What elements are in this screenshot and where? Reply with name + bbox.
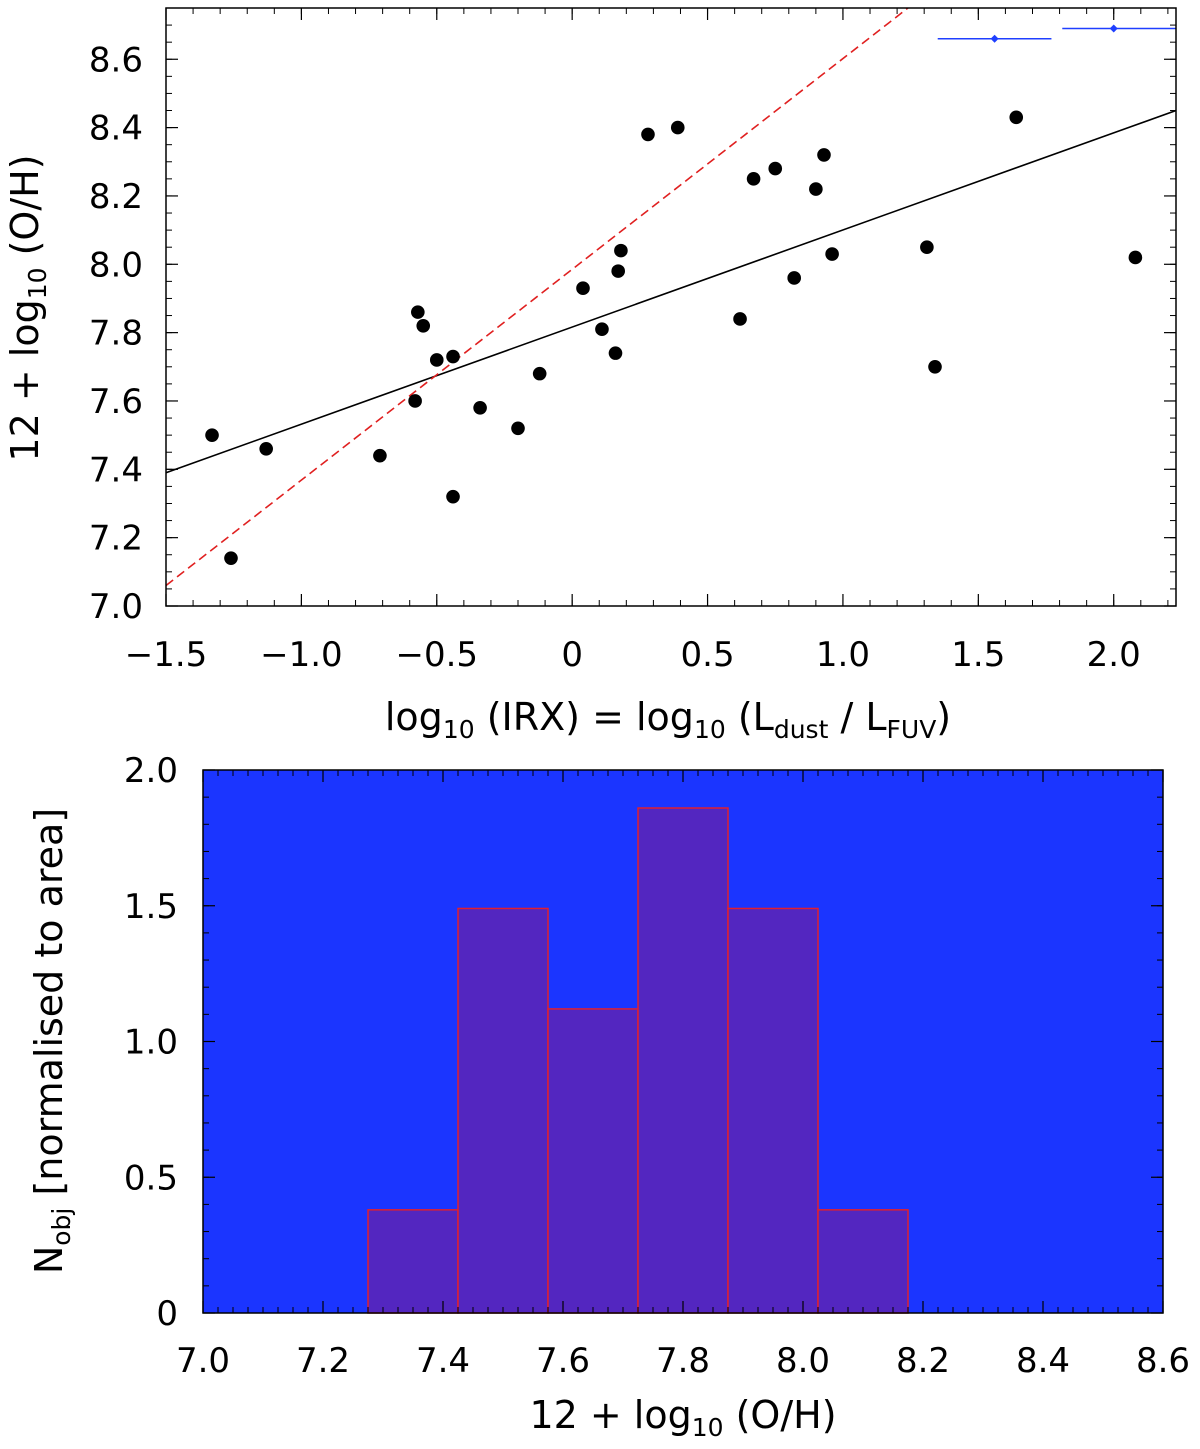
x-tick-label: −1.0: [260, 635, 343, 675]
x-tick-label: 7.6: [536, 1341, 590, 1381]
fit-lines: [166, 8, 1176, 587]
scatter-point: [595, 322, 609, 337]
scatter-point: [817, 148, 831, 162]
y-tick-label: 7.4: [89, 450, 143, 490]
y-tick-label: 0: [156, 1294, 178, 1334]
error-bar-marker: [990, 34, 999, 43]
histogram-ticks: 7.0 7.2 7.4 7.6 7.8 8.0 8.2 8.4 8.6 0 0.5 1.0 1.5 2.0: [124, 751, 1190, 1381]
scatter-point: [733, 312, 747, 326]
histogram-y-axis-label: Nobj [normalised to area]: [27, 808, 76, 1274]
histogram-panel: 7.0 7.2 7.4 7.6 7.8 8.0 8.2 8.4 8.6 0 0.5 1.0 1.5 2.0…: [27, 751, 1190, 1442]
y-tick-label: 8.0: [89, 245, 143, 285]
y-tick-label: 8.2: [89, 177, 143, 217]
histogram-bar: [457, 907, 549, 1314]
scatter-point: [611, 264, 625, 278]
x-tick-label: 7.0: [176, 1341, 230, 1381]
scatter-point: [787, 271, 802, 285]
scatter-ticks: −1.5 −1.0 −0.5 0 0.5 1.0 1.5 2.0 7.0 7.2 7.4 7.6 7.8…: [89, 7, 1176, 675]
scatter-point: [416, 318, 431, 333]
x-tick-label: 8.0: [776, 1341, 830, 1381]
scatter-point: [576, 281, 590, 296]
scatter-point: [224, 551, 238, 565]
scatter-point: [259, 442, 273, 456]
x-tick-label: −0.5: [395, 635, 478, 675]
error-bar: [1062, 24, 1176, 33]
histogram-bar: [367, 1209, 459, 1314]
scatter-point: [473, 401, 487, 415]
scatter-point: [825, 247, 839, 261]
y-tick-label: 1.0: [124, 1023, 178, 1063]
scatter-points: [205, 110, 1143, 565]
scatter-point: [928, 360, 942, 374]
scatter-point: [1009, 110, 1024, 125]
scatter-point: [809, 182, 823, 196]
scatter-point: [746, 172, 761, 186]
scatter-point: [429, 353, 444, 367]
y-tick-label: 1.5: [124, 887, 178, 927]
scatter-point: [1128, 250, 1143, 265]
histogram-bar: [637, 807, 729, 1314]
scatter-point: [373, 448, 387, 463]
scatter-point: [446, 349, 460, 364]
scatter-plot-area: [166, 8, 1176, 606]
y-tick-label: 2.0: [124, 751, 178, 791]
histogram-frame: [202, 769, 1164, 1314]
y-tick-label: 7.2: [89, 519, 143, 559]
dashed-fit-line: [166, 8, 909, 587]
scatter-point: [608, 346, 623, 360]
y-tick-label: 8.6: [89, 40, 143, 80]
x-tick-label: 0.5: [681, 635, 735, 675]
scatter-panel: −1.5 −1.0 −0.5 0 0.5 1.0 1.5 2.0 7.0 7.2 7.4 7.6 7.8…: [3, 7, 1177, 744]
histogram-bar: [547, 1008, 639, 1314]
y-tick-label: 7.8: [89, 314, 143, 354]
solid-fit-line: [166, 109, 1176, 474]
scatter-point: [670, 120, 685, 135]
x-tick-label: 8.6: [1136, 1341, 1190, 1381]
x-tick-label: 7.2: [296, 1341, 350, 1381]
error-bars: [937, 24, 1176, 43]
scatter-point: [614, 243, 628, 258]
scatter-point: [768, 161, 783, 176]
scatter-point: [641, 127, 655, 142]
scatter-point: [511, 421, 525, 436]
y-tick-label: 0.5: [124, 1158, 178, 1198]
y-tick-label: 8.4: [89, 109, 143, 149]
scatter-point: [920, 240, 934, 254]
scatter-y-axis-label: 12 + log10 (O/H): [3, 154, 52, 461]
x-tick-label: −1.5: [125, 635, 208, 675]
histogram-bar: [817, 1209, 909, 1314]
x-tick-label: 7.4: [416, 1341, 470, 1381]
scatter-frame: [165, 7, 1177, 607]
x-tick-label: 7.8: [656, 1341, 710, 1381]
x-tick-label: 8.4: [1016, 1341, 1070, 1381]
error-bar-marker: [1109, 24, 1118, 33]
x-tick-label: 1.5: [951, 635, 1005, 675]
scatter-point: [411, 305, 425, 319]
error-bar: [937, 34, 1052, 43]
y-tick-label: 7.6: [89, 382, 143, 422]
y-tick-label: 7.0: [89, 587, 143, 627]
histogram-bars: [367, 807, 909, 1314]
histogram-bar: [727, 907, 819, 1314]
scatter-point: [532, 366, 547, 381]
x-tick-label: 8.2: [896, 1341, 950, 1381]
histogram-x-axis-label: 12 + log10 (O/H): [529, 1393, 836, 1442]
scatter-point: [205, 428, 219, 442]
scatter-x-axis-label: log10 (IRX) = log10 (Ldust / LFUV): [385, 695, 951, 744]
x-tick-label: 0: [561, 635, 583, 675]
x-tick-label: 1.0: [816, 635, 870, 675]
x-tick-label: 2.0: [1087, 635, 1141, 675]
scatter-point: [408, 394, 422, 408]
scatter-point: [446, 489, 460, 504]
